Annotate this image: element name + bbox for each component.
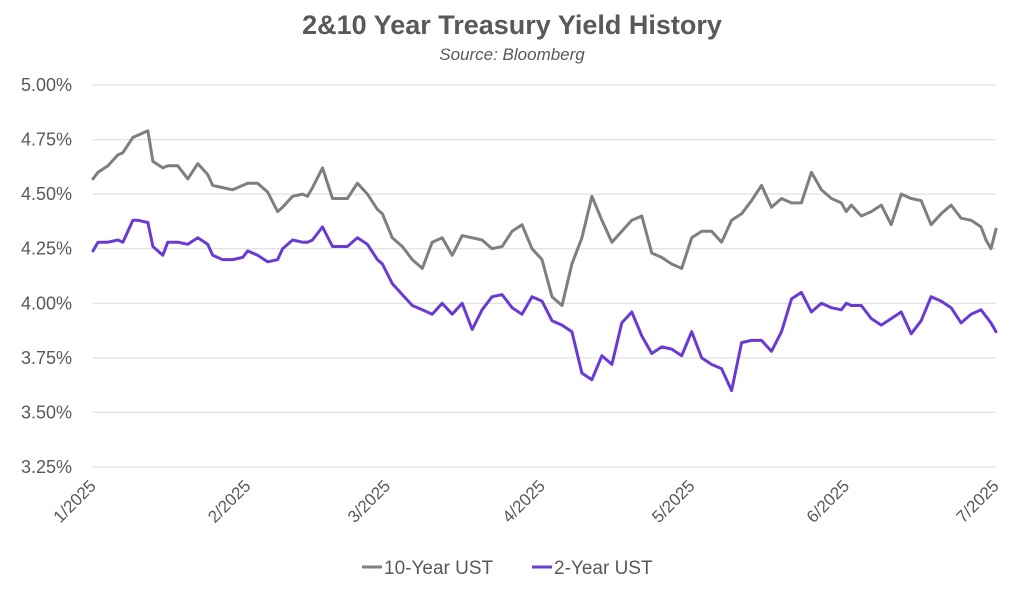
x-tick-label: 1/2025: [50, 476, 100, 526]
x-tick-label: 7/2025: [953, 476, 1003, 526]
grid-lines: [93, 84, 996, 468]
series-lines: [91, 129, 998, 393]
y-tick-label: 4.50%: [21, 184, 72, 204]
chart-subtitle: Source: Bloomberg: [439, 45, 585, 64]
y-tick-label: 4.75%: [21, 130, 72, 150]
legend: 10-Year UST 2-Year UST: [362, 558, 653, 579]
y-tick-label: 4.00%: [21, 293, 72, 313]
y-tick-label: 3.25%: [21, 457, 72, 477]
x-tick-label: 6/2025: [803, 476, 853, 526]
x-tick-label: 4/2025: [499, 476, 549, 526]
x-tick-label: 2/2025: [204, 476, 254, 526]
legend-label-10-year: 10-Year UST: [384, 558, 494, 579]
y-tick-label: 3.50%: [21, 402, 72, 422]
legend-label-2-year: 2-Year UST: [554, 558, 653, 579]
x-axis-ticks: 1/2025 2/2025 3/2025 4/2025 5/2025 6/2025 7/20…: [50, 476, 1003, 526]
x-tick-label: 3/2025: [344, 476, 394, 526]
x-tick-label: 5/2025: [648, 476, 698, 526]
y-tick-label: 5.00%: [21, 75, 72, 95]
y-tick-label: 4.25%: [21, 239, 72, 259]
chart-title: 2&10 Year Treasury Yield History: [302, 10, 722, 40]
series-line-10-year: [91, 129, 998, 307]
y-tick-label: 3.75%: [21, 348, 72, 368]
series-line-2-year: [91, 218, 998, 393]
y-axis-ticks: 5.00% 4.75% 4.50% 4.25% 4.00% 3.75% 3.50% 3.25%: [21, 75, 72, 477]
